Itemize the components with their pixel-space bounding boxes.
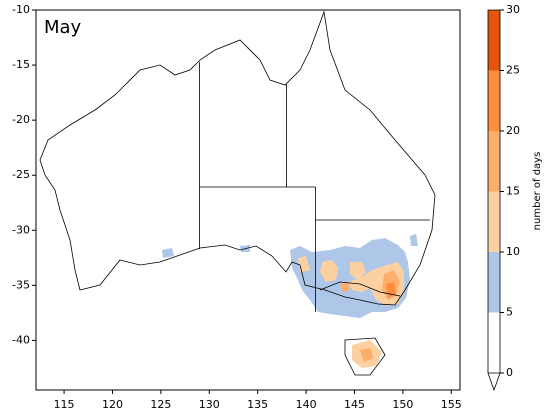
state-borders <box>199 62 430 312</box>
x-tick-label: 130 <box>199 398 220 411</box>
region-10-15 <box>298 256 404 368</box>
colorbar-band <box>488 191 500 252</box>
map-layer <box>39 10 436 376</box>
x-tick-label: 140 <box>296 398 317 411</box>
y-tick-label: -15 <box>12 58 30 71</box>
x-tick-label: 150 <box>392 398 413 411</box>
colorbar-tick-label: 0 <box>506 366 513 379</box>
y-tick-label: -25 <box>12 168 30 181</box>
colorbar-tick-label: 10 <box>506 245 520 258</box>
colorbar-band <box>488 312 500 373</box>
colorbar-label: number of days <box>532 152 543 231</box>
coastline <box>39 10 436 376</box>
region-5-10 <box>162 234 418 318</box>
colorbar-tick-label: 5 <box>506 306 513 319</box>
map-title: May <box>44 17 82 38</box>
x-tick-label: 125 <box>150 398 171 411</box>
colorbar-tick-label: 25 <box>506 64 520 77</box>
y-tick-label: -20 <box>12 113 30 126</box>
colorbar-band <box>488 70 500 131</box>
x-tick-label: 115 <box>54 398 75 411</box>
colorbar-band <box>488 131 500 192</box>
x-tick-label: 155 <box>441 398 462 411</box>
x-tick-label: 120 <box>102 398 123 411</box>
y-tick-label: -40 <box>12 333 30 346</box>
axes-frame <box>35 9 461 391</box>
colorbar-band <box>488 252 500 313</box>
colorbar-tick-label: 15 <box>506 185 520 198</box>
y-tick-label: -30 <box>12 223 30 236</box>
x-tick-label: 145 <box>344 398 365 411</box>
colorbar-tick-label: 20 <box>506 124 520 137</box>
colorbar-band <box>488 10 500 71</box>
colorbar-extension <box>487 372 501 392</box>
y-tick-label: -10 <box>12 3 30 16</box>
y-tick-label: -35 <box>12 278 30 291</box>
colorbar-tick-label: 30 <box>506 3 520 16</box>
x-tick-label: 135 <box>247 398 268 411</box>
